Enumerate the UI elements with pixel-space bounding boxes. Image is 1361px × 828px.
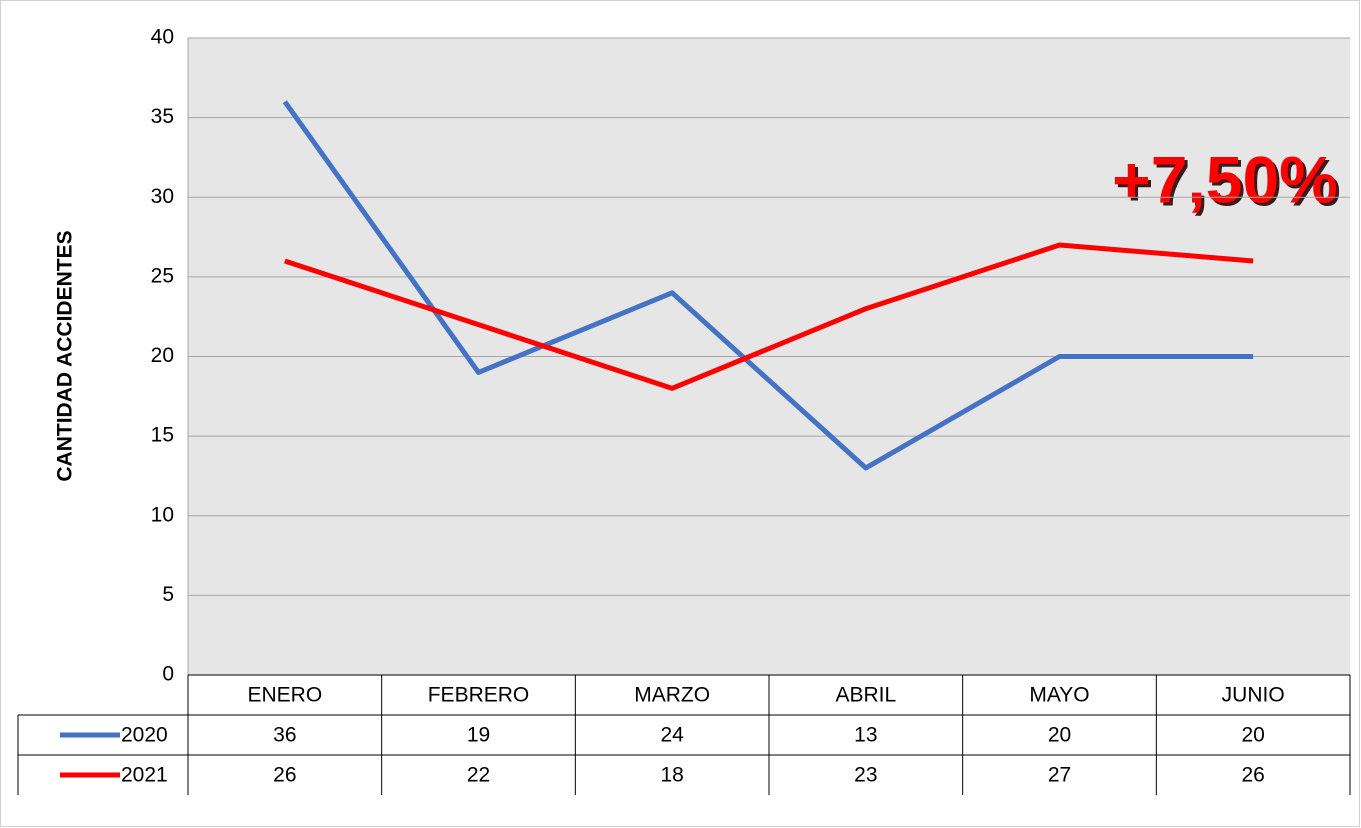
y-axis-label: CANTIDAD ACCIDENTES <box>54 230 77 481</box>
table-value: 20 <box>1048 724 1071 747</box>
table-value: 36 <box>273 724 296 747</box>
legend-label: 2020 <box>121 724 168 747</box>
y-tick-label: 40 <box>151 26 174 49</box>
annotation: +7,50% <box>1112 142 1338 216</box>
table-value: 18 <box>660 764 683 787</box>
table-value: 13 <box>854 724 877 747</box>
table-value: 23 <box>854 764 877 787</box>
table-value: 27 <box>1048 764 1071 787</box>
line-series <box>284 242 1254 391</box>
x-tick-label: ABRIL <box>835 684 896 707</box>
line-series <box>282 100 1254 471</box>
y-tick-label: 30 <box>151 185 174 208</box>
table-value: 22 <box>467 764 490 787</box>
table-value: 19 <box>467 724 490 747</box>
y-tick-label: 15 <box>151 424 174 447</box>
x-tick-label: JUNIO <box>1222 684 1285 707</box>
table-value: 20 <box>1241 724 1264 747</box>
x-tick-label: MARZO <box>634 684 710 707</box>
table-value: 24 <box>660 724 684 747</box>
x-tick-label: FEBRERO <box>428 684 530 707</box>
y-tick-label: 20 <box>151 344 174 367</box>
x-tick-label: ENERO <box>247 684 322 707</box>
y-tick-label: 25 <box>151 264 174 287</box>
x-tick-label: MAYO <box>1029 684 1089 707</box>
y-tick-label: 10 <box>151 503 174 526</box>
legend-label: 2021 <box>121 764 168 787</box>
table-value: 26 <box>1241 764 1264 787</box>
y-tick-label: 5 <box>162 583 174 606</box>
table-value: 26 <box>273 764 296 787</box>
y-tick-label: 35 <box>151 105 174 128</box>
y-tick-label: 0 <box>162 663 174 686</box>
